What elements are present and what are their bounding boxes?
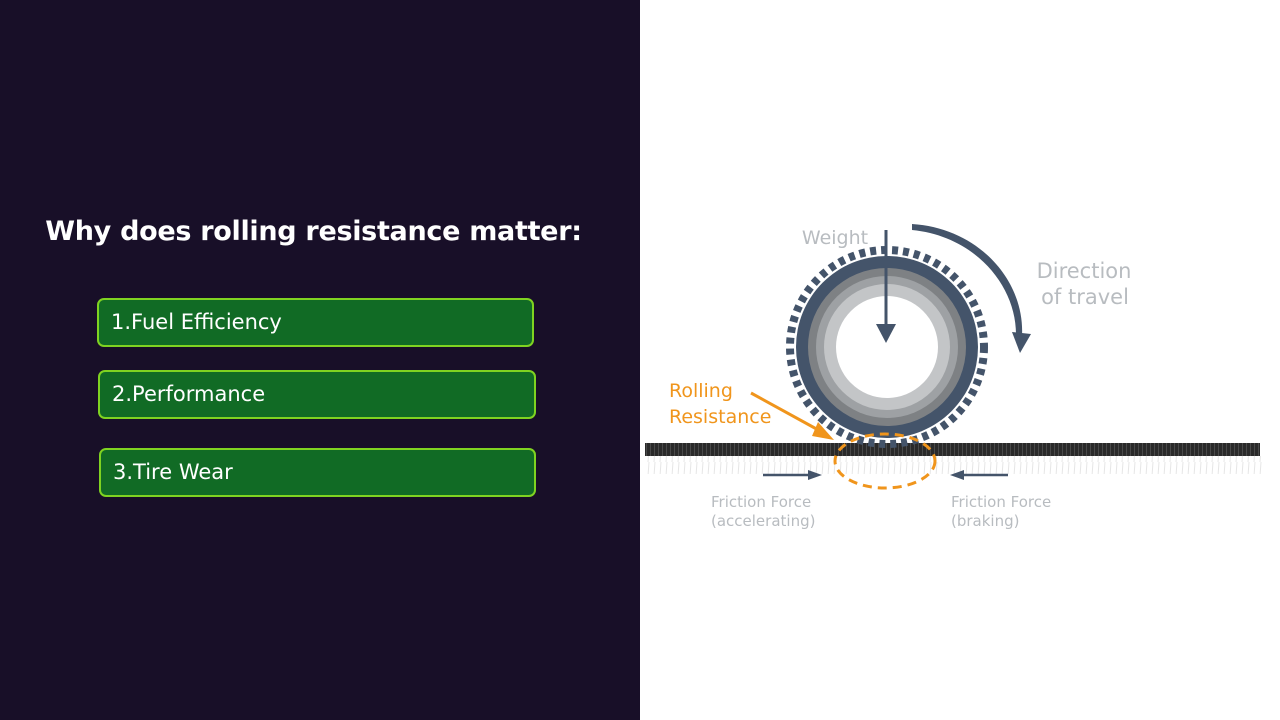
friction-left-line1: Friction Force (711, 493, 811, 511)
weight-label: Weight (802, 227, 868, 249)
rolling-label-line2: Resistance (669, 406, 771, 428)
friction-right-line2: (braking) (951, 512, 1019, 530)
tire-icon (786, 246, 988, 448)
ground-hatching (645, 456, 1265, 474)
contact-patch-outline (833, 432, 937, 490)
friction-accelerating-arrow-icon (763, 470, 822, 480)
reason-box-fuel-efficiency: 1.Fuel Efficiency (97, 298, 534, 347)
left-panel: Why does rolling resistance matter: 1.Fu… (0, 0, 640, 720)
reason-box-performance: 2.Performance (98, 370, 536, 419)
reason-box-tire-wear: 3.Tire Wear (99, 448, 536, 497)
friction-right-line1: Friction Force (951, 493, 1051, 511)
road-surface (645, 443, 1260, 456)
direction-arrow-icon (912, 224, 1031, 353)
right-panel: Weight Direction of travel Rolling Resis… (640, 0, 1280, 720)
rolling-resistance-diagram: Weight Direction of travel Rolling Resis… (645, 224, 1265, 530)
friction-left-line2: (accelerating) (711, 512, 815, 530)
weight-arrow-icon (876, 230, 896, 343)
slide-title: Why does rolling resistance matter: (45, 216, 582, 247)
direction-label-line1: Direction (1037, 259, 1132, 283)
direction-label-line2: of travel (1041, 285, 1129, 309)
rolling-resistance-arrow-icon (750, 391, 834, 440)
rolling-label-line1: Rolling (669, 380, 733, 402)
friction-braking-arrow-icon (950, 470, 1008, 480)
